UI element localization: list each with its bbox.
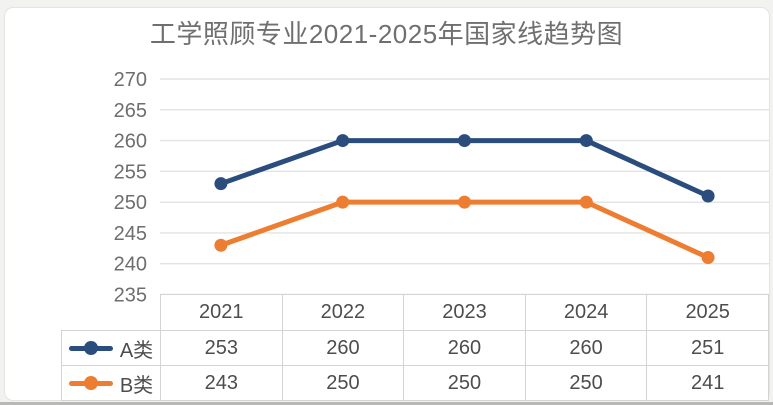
series-b-value-2021: 243 — [160, 365, 283, 401]
chart-data-table: 2021 2022 2023 2024 2025 A类 253 260 260 … — [61, 294, 769, 401]
series-b-value-2023: 250 — [403, 365, 526, 401]
series-b-value-2025: 241 — [646, 365, 769, 401]
header-cell-2022: 2022 — [281, 294, 405, 331]
series-a-value-2024: 260 — [524, 330, 648, 366]
table-row-series-a: A类 253 260 260 260 251 — [61, 330, 769, 366]
table-row-series-b: B类 243 250 250 250 241 — [61, 365, 769, 401]
image-bottom-edge — [0, 402, 773, 405]
series-b-legend-icon — [68, 376, 113, 390]
series-a-label: A类 — [119, 339, 154, 362]
header-cell-2024: 2024 — [524, 294, 648, 331]
series-a-value-2025: 251 — [646, 330, 769, 366]
series-b-label: B类 — [119, 374, 154, 397]
series-a-value-2021: 253 — [160, 330, 283, 366]
series-a-value-2022: 260 — [281, 330, 405, 366]
series-a-value-2023: 260 — [403, 330, 526, 366]
table-header-row: 2021 2022 2023 2024 2025 — [62, 294, 769, 331]
header-cell-2023: 2023 — [403, 294, 526, 331]
series-b-value-2022: 250 — [281, 365, 405, 401]
table-corner-blank — [62, 295, 161, 331]
header-cell-2025: 2025 — [646, 294, 769, 331]
series-b-value-2024: 250 — [524, 365, 648, 401]
chart-title: 工学照顾专业2021-2025年国家线趋势图 — [149, 19, 624, 49]
series-a-label-cell: A类 — [61, 330, 161, 366]
header-cell-2021: 2021 — [160, 294, 283, 331]
series-a-legend-icon — [68, 341, 113, 355]
series-b-label-cell: B类 — [61, 365, 161, 401]
